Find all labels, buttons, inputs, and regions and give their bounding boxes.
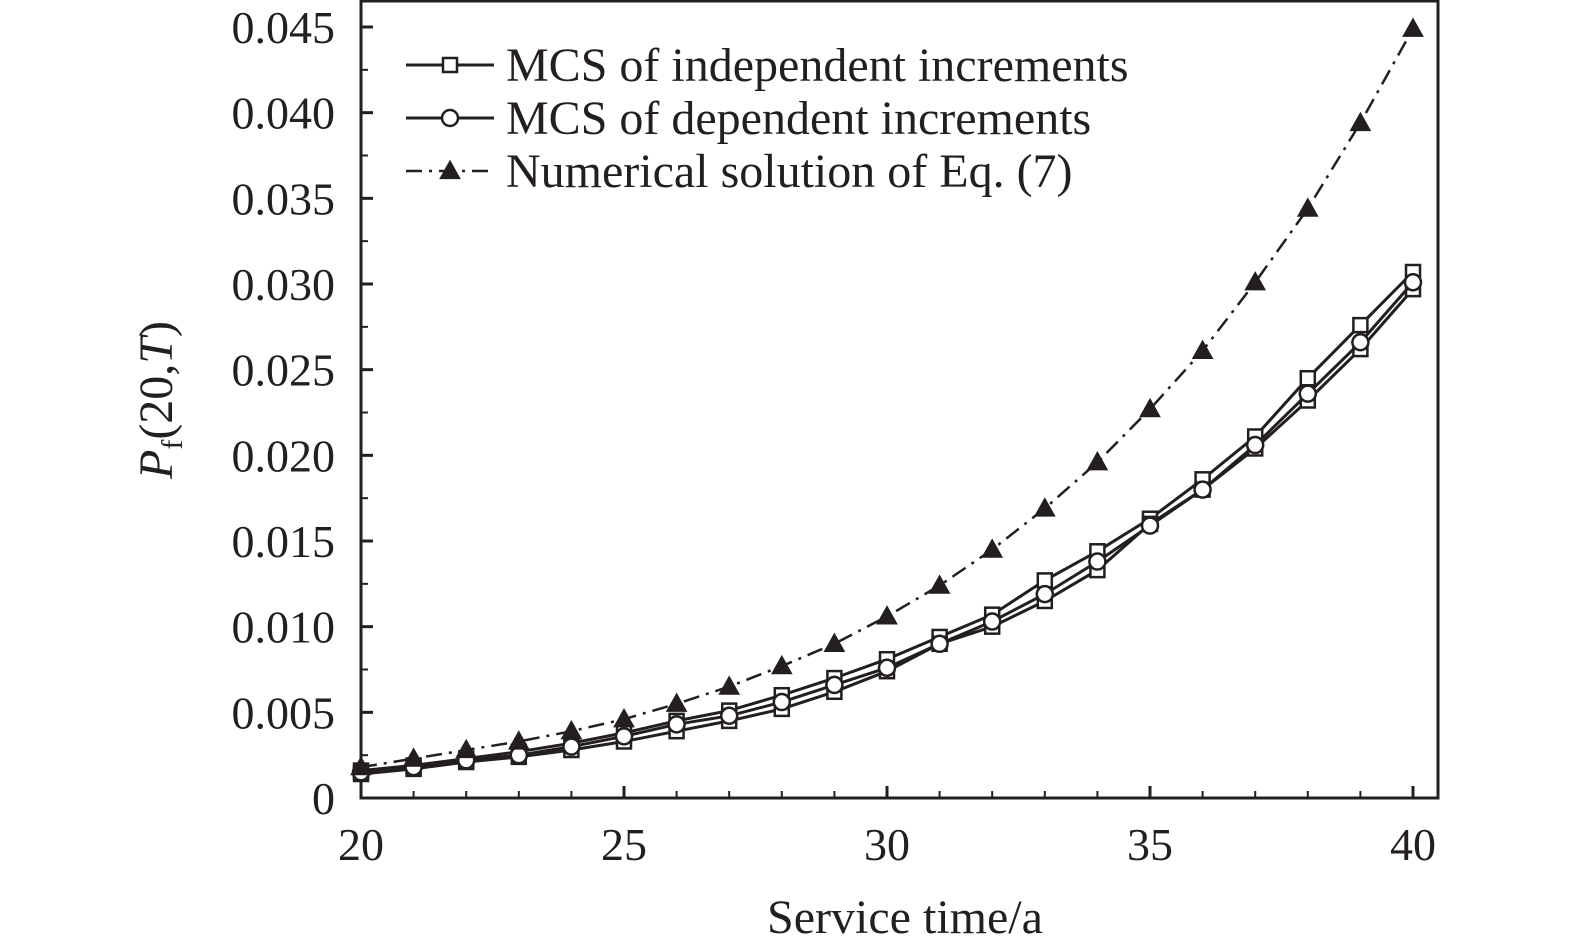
data-point: [560, 719, 583, 740]
series-0: [352, 263, 1422, 779]
data-point: [1298, 384, 1318, 403]
series-1: [352, 280, 1422, 783]
data-point: [1035, 584, 1055, 604]
y-axis-label-close: ): [130, 321, 183, 337]
y-tick-label: 0.020: [232, 430, 336, 481]
data-point: [1140, 516, 1160, 535]
data-point: [665, 692, 688, 712]
data-point: [770, 654, 793, 675]
x-tick-label: 40: [1390, 819, 1436, 870]
data-point: [1139, 397, 1161, 418]
data-point: [719, 706, 739, 726]
series-line: [360, 281, 1415, 774]
y-axis-label-var: T: [130, 334, 183, 364]
data-point: [1245, 435, 1265, 455]
series-3: [350, 17, 1424, 776]
series-line: [360, 270, 1415, 773]
data-point: [1403, 273, 1423, 292]
data-point: [982, 612, 1002, 631]
data-point: [823, 632, 846, 652]
x-tick-label: 30: [864, 819, 910, 870]
data-point: [825, 675, 844, 695]
data-point: [877, 658, 897, 678]
x-tick-label: 35: [1127, 819, 1173, 870]
y-tick-label: 0.035: [232, 173, 336, 224]
data-point: [718, 675, 741, 695]
legend-label: Numerical solution of Eq. (7): [506, 145, 1073, 198]
data-point: [614, 727, 634, 746]
data-point: [1296, 197, 1319, 217]
data-point: [1402, 17, 1424, 37]
data-point: [1088, 552, 1107, 571]
y-tick-label: 0.005: [232, 687, 336, 738]
legend-marker: [439, 159, 461, 180]
y-axis-label-main: P: [130, 450, 183, 480]
data-point: [1349, 111, 1372, 132]
x-axis: 20 25 30 35 40: [338, 786, 1436, 870]
y-axis-label-sub: f: [156, 440, 189, 450]
data-point: [455, 738, 478, 759]
data-point: [1033, 497, 1056, 517]
y-axis-label: Pf(20,T): [130, 321, 189, 480]
legend-marker: [440, 108, 460, 128]
y-tick-label: 0.030: [232, 259, 336, 310]
y-tick-label: 0: [312, 773, 335, 824]
legend-label: MCS of independent increments: [506, 39, 1129, 92]
data-point: [928, 574, 951, 594]
x-tick-label: 25: [601, 819, 647, 870]
legend-item-1: MCS of dependent increments: [406, 92, 1091, 145]
data-point: [1193, 480, 1212, 499]
data-point: [772, 692, 792, 712]
series-2: [351, 273, 1423, 782]
legend-item-0: MCS of independent increments: [406, 39, 1129, 92]
series-line: [360, 28, 1415, 769]
y-tick-label: 0.010: [232, 602, 336, 653]
data-point: [1352, 316, 1369, 334]
x-tick-label: 20: [338, 819, 384, 870]
legend-marker: [441, 56, 459, 74]
y-tick-label: 0.045: [232, 2, 336, 53]
legend-item-2: Numerical solution of Eq. (7): [406, 145, 1073, 198]
data-point: [350, 755, 372, 776]
data-point: [1086, 450, 1109, 471]
series-layer: [350, 17, 1424, 783]
y-axis-label-args: (20,: [130, 364, 183, 440]
plot-frame: [359, 0, 1440, 800]
y-tick-label: 0.015: [232, 516, 336, 567]
data-point: [402, 747, 425, 767]
x-axis-label: Service time/a: [767, 891, 1043, 944]
data-point: [613, 707, 635, 728]
data-point: [1351, 333, 1370, 352]
data-point: [981, 538, 1004, 558]
plot-border: [359, 0, 1440, 800]
data-point: [507, 730, 530, 750]
data-point: [1191, 339, 1214, 359]
y-tick-label: 0.025: [232, 345, 336, 396]
y-tick-label: 0.040: [232, 88, 336, 139]
data-point: [930, 634, 949, 654]
y-axis: 0 0.005 0.010 0.015 0.020 0.025 0.030 0.035 0.04…: [232, 2, 373, 824]
data-point: [1299, 369, 1317, 387]
data-point: [1244, 271, 1267, 291]
data-point: [667, 715, 686, 734]
data-point: [562, 737, 581, 756]
data-point: [876, 605, 898, 625]
legend-label: MCS of dependent increments: [506, 92, 1091, 145]
series-line: [360, 288, 1415, 776]
